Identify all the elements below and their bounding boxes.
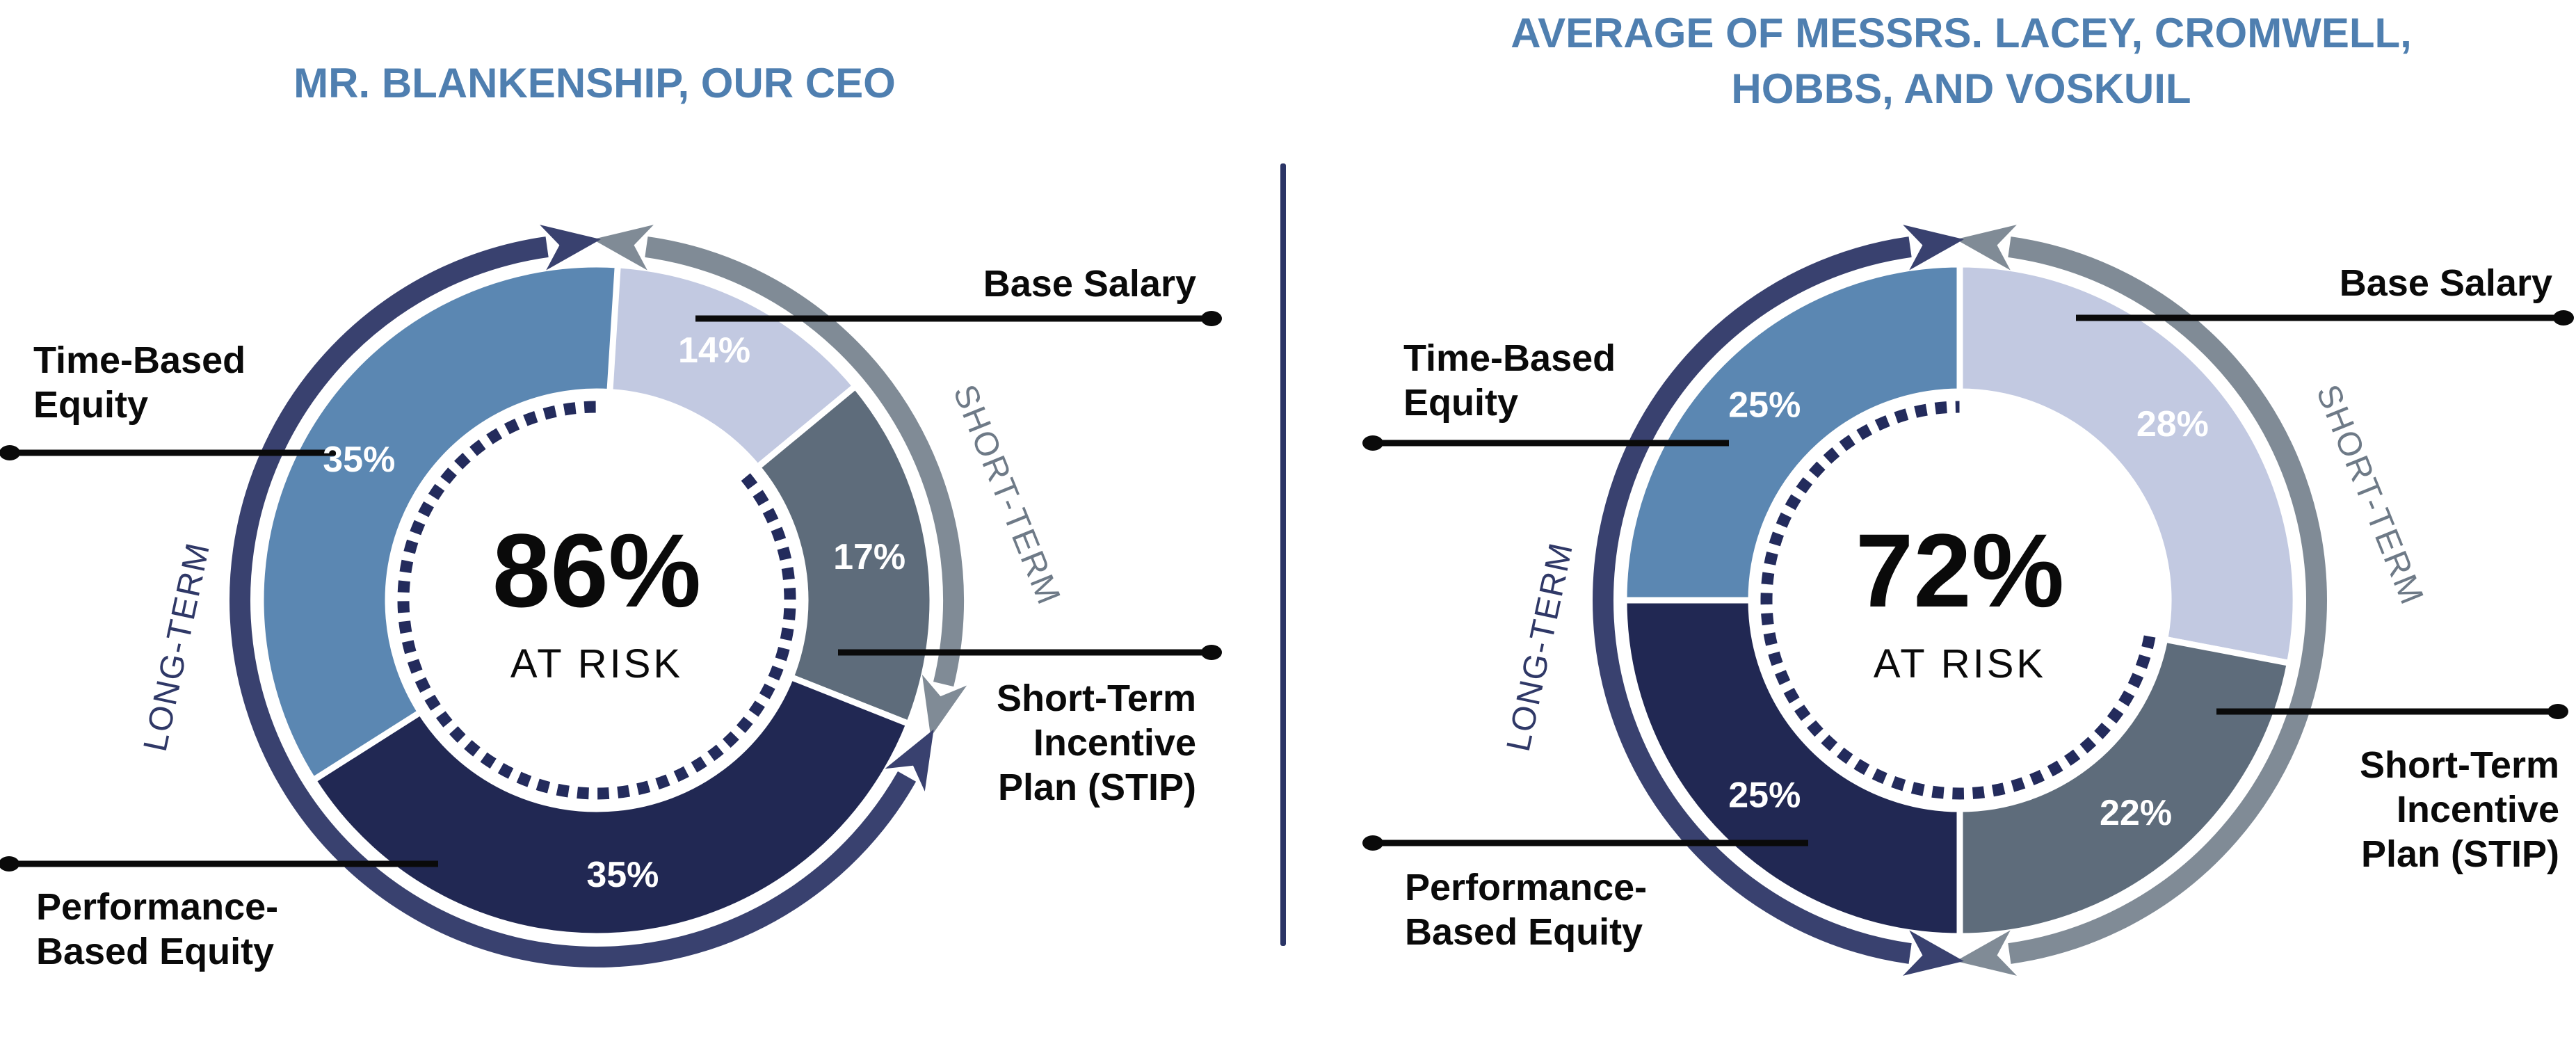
callout-label-time-based-equity: Time-Based Equity xyxy=(1403,336,1765,425)
callout-label-line: Plan (STIP) xyxy=(2360,833,2559,875)
chart-title-ceo: MR. BLANKENSHIP, OUR CEO xyxy=(293,60,896,106)
callout-label-line: Base Salary xyxy=(2339,262,2552,304)
chart-title-line: AVERAGE OF MESSRS. LACEY, CROMWELL, xyxy=(1511,10,2412,56)
callout-label-line: Equity xyxy=(33,384,149,426)
callout-label-base-salary: Base Salary xyxy=(2246,261,2552,305)
callout-stip-dot xyxy=(1201,645,1222,660)
callout-stip-dot xyxy=(2547,704,2568,719)
segment-percent-25%: 25% xyxy=(1728,776,1801,816)
segment-percent-22%: 22% xyxy=(2100,793,2172,833)
segment-percent-14%: 14% xyxy=(678,330,750,371)
callout-label-performance-equity: Performance- Based Equity xyxy=(1405,865,1794,954)
callout-label-time-based-equity: Time-Based Equity xyxy=(33,338,395,427)
callout-label-line: Equity xyxy=(1403,382,1519,424)
callout-label-line: Based Equity xyxy=(36,931,275,972)
callout-label-stip: Short-Term Incentive Plan (STIP) xyxy=(890,676,1196,810)
long-term-arc xyxy=(1592,225,1964,976)
callout-base-salary-dot xyxy=(2553,310,2574,326)
callout-label-line: Incentive xyxy=(1033,722,1196,764)
callout-label-line: Short-Term xyxy=(2359,744,2559,786)
callout-label-line: Base Salary xyxy=(983,263,1196,305)
donut-chart-ceo: 14% 17% 35% 35% xyxy=(0,225,1222,967)
segment-base-salary xyxy=(1956,261,2299,667)
callout-label-line: Time-Based xyxy=(33,339,246,381)
callout-time-based-dot xyxy=(1362,435,1383,451)
at-risk-label: AT RISK xyxy=(510,641,684,686)
short-term-arc xyxy=(1956,225,2328,976)
segment-percent-35%: 35% xyxy=(323,440,395,480)
callout-time-based-dot xyxy=(0,445,20,460)
segment-percent-35%: 35% xyxy=(586,855,659,895)
at-risk-dotted-ring xyxy=(1760,401,2156,800)
callout-label-stip: Short-Term Incentive Plan (STIP) xyxy=(2253,743,2559,876)
callout-label-line: Short-Term xyxy=(996,677,1196,719)
donut-chart-neo-average: 28% 22% 25% 25% xyxy=(1362,225,2574,976)
callout-label-line: Incentive xyxy=(2396,789,2559,830)
segment-percent-17%: 17% xyxy=(833,537,905,577)
at-risk-value: 72% xyxy=(1855,512,2065,629)
segment-performance-based-equity xyxy=(1620,597,1963,940)
segment-percent-28%: 28% xyxy=(2136,404,2209,444)
at-risk-value: 86% xyxy=(492,512,702,629)
callout-label-line: Performance- xyxy=(36,886,279,928)
callout-performance-dot xyxy=(1362,835,1383,851)
callout-label-line: Performance- xyxy=(1405,867,1648,908)
callout-performance-dot xyxy=(0,856,19,872)
chart-title-line: HOBBS, AND VOSKUIL xyxy=(1731,65,2191,112)
callout-label-line: Time-Based xyxy=(1403,337,1616,379)
chart-divider xyxy=(1280,163,1286,946)
callout-label-line: Plan (STIP) xyxy=(997,766,1196,808)
chart-title-neo-average: AVERAGE OF MESSRS. LACEY, CROMWELL, HOBB… xyxy=(1474,6,2448,117)
long-term-arc xyxy=(230,225,934,967)
callout-label-base-salary: Base Salary xyxy=(890,262,1196,306)
callout-label-line: Based Equity xyxy=(1405,911,1643,953)
callout-base-salary-dot xyxy=(1201,311,1222,326)
at-risk-label: AT RISK xyxy=(1873,641,2047,686)
callout-label-performance-equity: Performance- Based Equity xyxy=(36,885,426,974)
segment-percent-25%: 25% xyxy=(1728,385,1801,425)
